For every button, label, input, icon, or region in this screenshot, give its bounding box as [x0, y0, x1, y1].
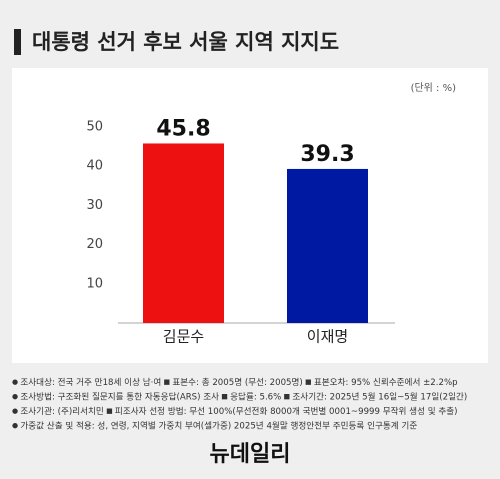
- note-bullet: ●: [12, 393, 20, 401]
- note-line: ● 조사대상: 전국 거주 만18세 이상 남·여 ■ 표본수: 총 2005명…: [12, 376, 458, 388]
- chart-title: 대통령 선거 후보 서울 지역 지지도: [32, 30, 339, 54]
- note-item: 조사방법: 구조화된 질문지를 통한 자동응답(ARS) 조사: [20, 390, 219, 402]
- note-item: 표본수: 총 2005명 (무선: 2005명): [172, 377, 302, 388]
- note-item: 피조사자 선정 방법: 무선 100%(무선전화 8000개 국번별 0001~…: [115, 405, 458, 417]
- y-tick-label: 10: [86, 276, 103, 291]
- x-tick-label: 이재명: [307, 328, 348, 346]
- note-bullet: ■: [104, 407, 115, 415]
- chart-panel: [12, 68, 488, 363]
- note-bullet: ■: [281, 393, 292, 401]
- bar: [287, 168, 368, 323]
- note-bullet: ●: [12, 407, 20, 415]
- value-label: 39.3: [300, 142, 354, 167]
- x-tick-label: 김문수: [163, 328, 204, 346]
- bar: [143, 143, 224, 323]
- note-line: ● 가중값 산출 및 적용: 성, 연령, 지역별 가중치 부여(셀가중) 20…: [12, 419, 417, 431]
- y-tick-label: 40: [86, 159, 103, 174]
- note-bullet: ■: [303, 378, 314, 386]
- note-item: 표본오차: 95% 신뢰수준에서 ±2.2%p: [314, 377, 458, 388]
- unit-label: (단위 : %): [411, 81, 457, 94]
- note-item: 조사기간: 2025년 5월 16일~5월 17일(2일간): [292, 390, 467, 402]
- y-tick-label: 30: [86, 198, 103, 213]
- value-label: 45.8: [156, 116, 210, 141]
- note-line: ● 조사기관: (주)리서치민 ■ 피조사자 선정 방법: 무선 100%(무선…: [12, 405, 458, 417]
- note-item: 조사기관: (주)리서치민: [20, 406, 104, 417]
- note-bullet: ●: [12, 378, 20, 386]
- note-item: 응답률: 5.6%: [230, 390, 281, 402]
- y-tick-label: 20: [86, 237, 103, 252]
- y-tick-label: 50: [86, 120, 103, 135]
- note-item: 조사대상: 전국 거주 만18세 이상 남·여: [20, 376, 161, 388]
- title-marker: [14, 29, 21, 55]
- note-item: 가중값 산출 및 적용: 성, 연령, 지역별 가중치 부여(셀가중) 2025…: [20, 419, 417, 431]
- source-logo: 뉴데일리: [210, 442, 291, 467]
- note-bullet: ■: [219, 393, 230, 401]
- note-bullet: ■: [161, 378, 172, 386]
- note-line: ● 조사방법: 구조화된 질문지를 통한 자동응답(ARS) 조사 ■ 응답률:…: [12, 390, 467, 402]
- note-bullet: ●: [12, 422, 20, 430]
